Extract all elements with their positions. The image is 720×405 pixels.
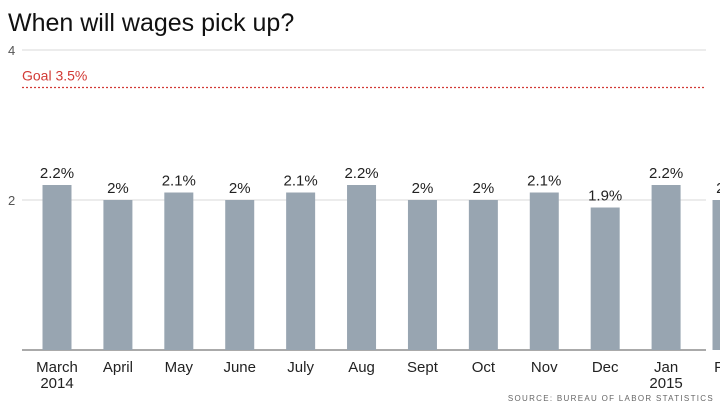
bar bbox=[651, 185, 681, 350]
x-tick-label: Sept bbox=[407, 359, 439, 376]
bar bbox=[468, 200, 498, 350]
bars bbox=[42, 185, 720, 350]
x-tick-label: June bbox=[223, 359, 256, 376]
y-tick-label: 2 bbox=[8, 193, 15, 208]
category-labels: March 2014 April May June July Aug Sept Oct Nov De… bbox=[36, 359, 720, 392]
x-tick-label: Feb bbox=[714, 359, 720, 376]
data-label: 2.1% bbox=[284, 173, 318, 190]
bar bbox=[286, 192, 316, 350]
data-label: 2.1% bbox=[162, 173, 196, 190]
x-tick-label: Oct bbox=[472, 359, 496, 376]
data-label: 2.1% bbox=[527, 173, 561, 190]
data-label: 2.2% bbox=[649, 165, 683, 182]
bar bbox=[712, 200, 720, 350]
x-tick-label: Nov bbox=[531, 359, 558, 376]
x-tick-label: Dec bbox=[592, 359, 619, 376]
x-tick-label: April bbox=[103, 359, 133, 376]
data-label: 2.2% bbox=[40, 165, 74, 182]
bar bbox=[347, 185, 377, 350]
bar bbox=[103, 200, 133, 350]
data-label: 2% bbox=[107, 180, 129, 197]
data-label: 2% bbox=[229, 180, 251, 197]
y-tick-label: 4 bbox=[8, 43, 15, 58]
goal-line-group: Goal 3.5% bbox=[22, 68, 706, 89]
goal-label: Goal 3.5% bbox=[22, 68, 87, 84]
bar bbox=[529, 192, 559, 350]
bar bbox=[225, 200, 255, 350]
data-label: 1.9% bbox=[588, 188, 622, 205]
data-label: 2.2% bbox=[344, 165, 378, 182]
data-label: 2% bbox=[473, 180, 495, 197]
source-note: SOURCE: BUREAU OF LABOR STATISTICS bbox=[508, 394, 714, 403]
x-tick-label: Aug bbox=[348, 359, 375, 376]
data-label: 2% bbox=[716, 180, 720, 197]
bar bbox=[407, 200, 437, 350]
bar bbox=[164, 192, 194, 350]
x-tick-label: May bbox=[165, 359, 194, 376]
bar bbox=[590, 207, 620, 350]
bar bbox=[42, 185, 72, 350]
x-tick-label: March 2014 bbox=[36, 359, 78, 392]
data-label: 2% bbox=[412, 180, 434, 197]
x-tick-label: Jan 2015 bbox=[649, 359, 682, 392]
x-tick-label: July bbox=[287, 359, 314, 376]
chart-title: When will wages pick up? bbox=[8, 9, 294, 37]
value-labels: 2.2% 2% 2.1% 2% 2.1% 2.2% 2% 2% 2.1% 1.9% 2.2% 2% bbox=[40, 165, 720, 205]
